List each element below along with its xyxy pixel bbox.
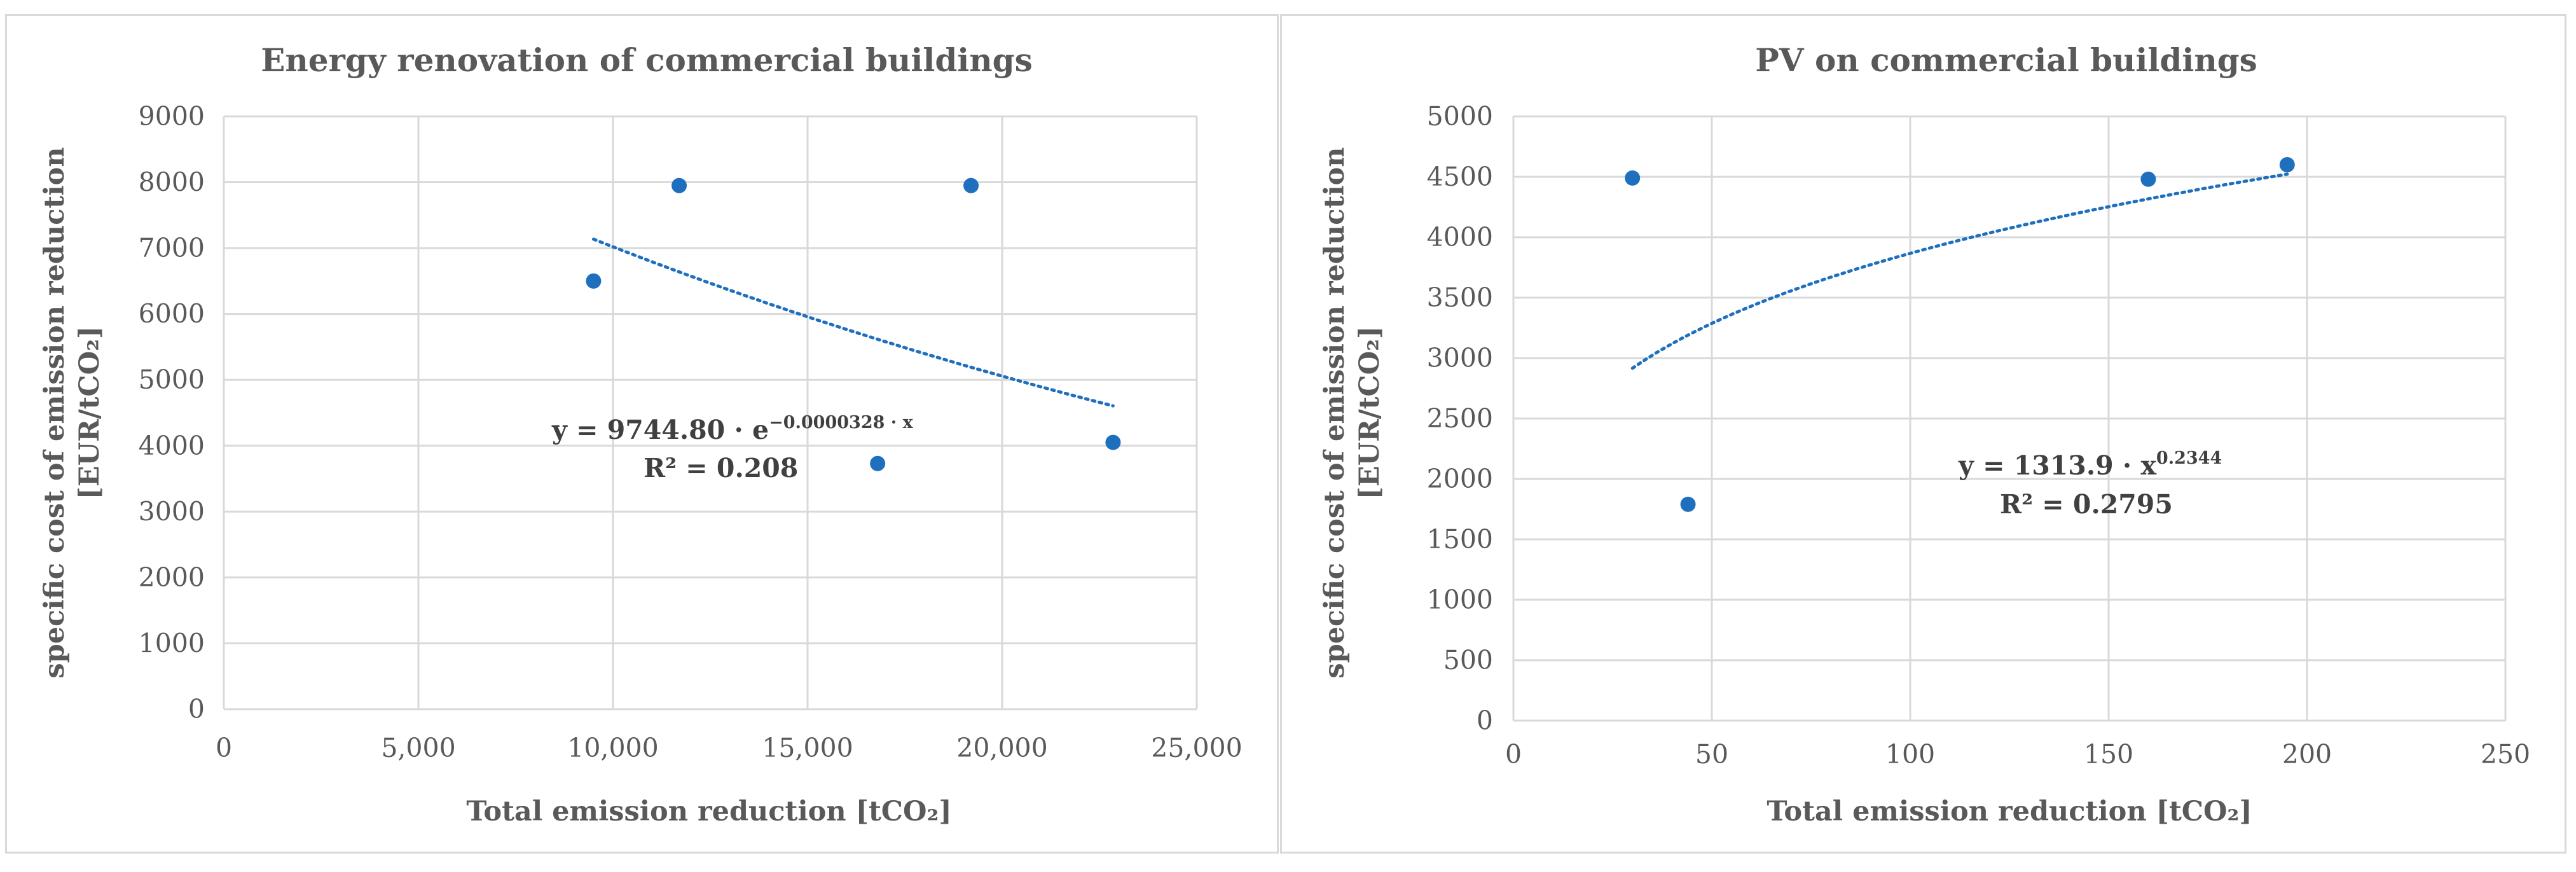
x-tick-label: 0	[216, 733, 232, 763]
equation-exponent: 0.2344	[2156, 448, 2222, 468]
y-tick-label: 0	[188, 694, 205, 724]
y-tick-label: 9000	[139, 101, 205, 132]
data-point	[870, 455, 886, 471]
y-tick-label: 1500	[1427, 524, 1493, 555]
y-tick-label: 6000	[139, 299, 205, 329]
chart-panel-pv	[1280, 14, 2566, 854]
data-point	[2140, 171, 2156, 187]
x-tick-label: 50	[1695, 739, 1728, 770]
y-tick-label: 7000	[139, 233, 205, 263]
trendline-equation: y = 1313.9 · x0.2344	[1958, 448, 2222, 481]
y-tick-label: 0	[1477, 705, 1493, 736]
y-tick-label: 8000	[139, 167, 205, 198]
y-axis-label: specific cost of emission reduction	[1319, 147, 1351, 678]
equation-main: y = 1313.9 · x	[1958, 450, 2156, 481]
data-point	[586, 273, 602, 289]
x-tick-label: 10,000	[567, 733, 658, 763]
data-point	[963, 177, 979, 193]
data-point	[672, 177, 687, 193]
trendline	[591, 237, 1115, 408]
y-tick-label: 5000	[1427, 101, 1493, 132]
data-point	[1680, 496, 1696, 512]
r-squared: R² = 0.208	[644, 453, 798, 483]
x-tick-label: 100	[1885, 739, 1935, 770]
y-tick-label: 4500	[1427, 162, 1493, 192]
x-tick-label: 0	[1505, 739, 1522, 770]
y-tick-label: 2500	[1427, 403, 1493, 434]
chart-1: PV on commercial buildings05001000150020…	[1319, 41, 2530, 827]
x-tick-label: 250	[2481, 739, 2530, 770]
y-tick-label: 1000	[1427, 585, 1493, 615]
y-axis-label-units: [EUR/tCO₂]	[74, 326, 106, 500]
chart-0: Energy renovation of commercial building…	[39, 41, 1243, 827]
x-tick-label: 5,000	[381, 733, 455, 763]
chart-title: PV on commercial buildings	[1755, 41, 2257, 79]
data-point	[1625, 170, 1641, 186]
x-axis-label: Total emission reduction [tCO₂]	[466, 796, 951, 827]
y-tick-label: 4000	[139, 431, 205, 461]
data-point	[2279, 157, 2295, 172]
y-tick-label: 4000	[1427, 222, 1493, 253]
x-tick-label: 200	[2282, 739, 2332, 770]
y-tick-label: 5000	[139, 364, 205, 395]
x-tick-label: 25,000	[1151, 733, 1242, 763]
data-point	[1105, 434, 1121, 450]
x-tick-label: 150	[2084, 739, 2133, 770]
y-tick-label: 2000	[139, 562, 205, 593]
x-axis-label: Total emission reduction [tCO₂]	[1767, 796, 2252, 827]
equation-exponent: −0.0000328 · x	[769, 413, 914, 433]
trendline-equation: y = 9744.80 · e−0.0000328 · x	[551, 413, 914, 445]
x-tick-label: 15,000	[762, 733, 853, 763]
r-squared: R² = 0.2795	[2000, 489, 2173, 520]
y-tick-label: 3000	[139, 496, 205, 527]
chart-panel-energy-renovation	[5, 14, 1279, 854]
trendline	[1630, 172, 2289, 370]
y-tick-label: 1000	[139, 628, 205, 658]
y-tick-label: 3000	[1427, 343, 1493, 373]
y-axis-label-units: [EUR/tCO₂]	[1354, 326, 1386, 500]
y-tick-label: 2000	[1427, 464, 1493, 494]
y-tick-label: 3500	[1427, 282, 1493, 313]
equation-main: y = 9744.80 · e	[551, 415, 769, 445]
chart-title: Energy renovation of commercial building…	[261, 41, 1033, 79]
x-tick-label: 20,000	[956, 733, 1047, 763]
y-axis-label: specific cost of emission reduction	[39, 147, 71, 678]
y-tick-label: 500	[1443, 645, 1493, 675]
